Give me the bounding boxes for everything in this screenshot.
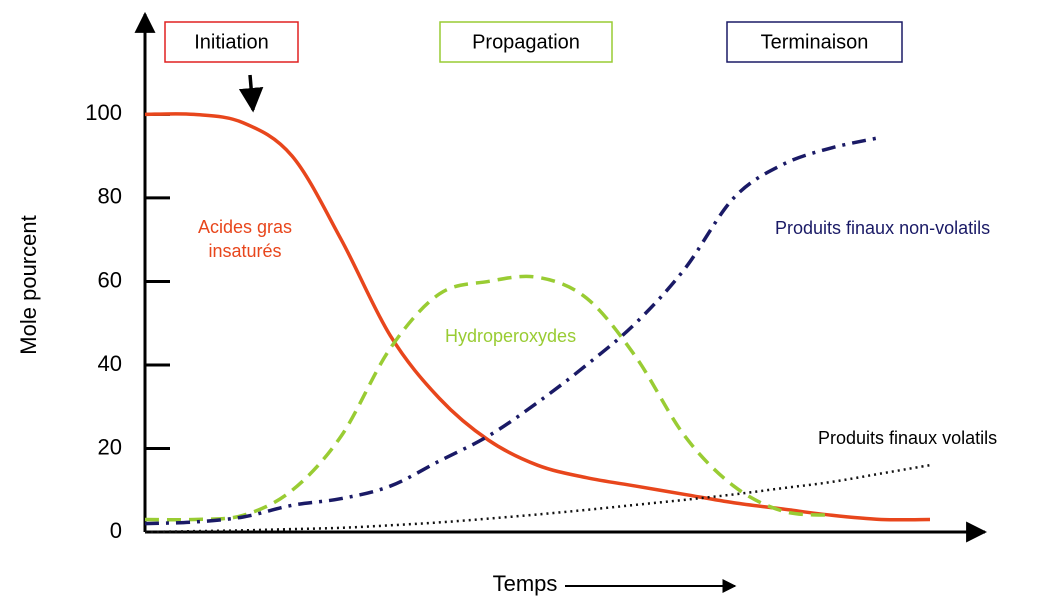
series-line — [144, 112, 931, 522]
series-label: Hydroperoxydes — [445, 326, 577, 346]
initiation-arrow — [238, 74, 264, 113]
series-line — [144, 274, 833, 522]
series-line — [144, 135, 882, 526]
phase-box — [726, 21, 903, 63]
series-line — [144, 463, 931, 534]
phase-label: Initiation — [194, 31, 269, 53]
series-label: Produits finaux non-volatils — [775, 218, 991, 238]
phase-box — [439, 21, 613, 63]
y-tick-label: 80 — [98, 184, 122, 209]
x-axis-title: Temps — [493, 571, 558, 596]
y-tick-label: 20 — [98, 434, 122, 459]
phase-box — [164, 21, 299, 63]
y-tick-label: 40 — [98, 351, 122, 376]
phase-label: Propagation — [472, 31, 580, 53]
y-tick-label: 60 — [98, 267, 122, 292]
y-axis-title: Mole pourcent — [16, 215, 41, 354]
y-tick-label: 100 — [85, 100, 122, 125]
series-label: Acides gras insaturés — [197, 217, 293, 261]
y-tick-label: 0 — [110, 518, 122, 543]
series-label: Produits finaux volatils — [818, 428, 998, 448]
phase-label: Terminaison — [761, 31, 869, 53]
